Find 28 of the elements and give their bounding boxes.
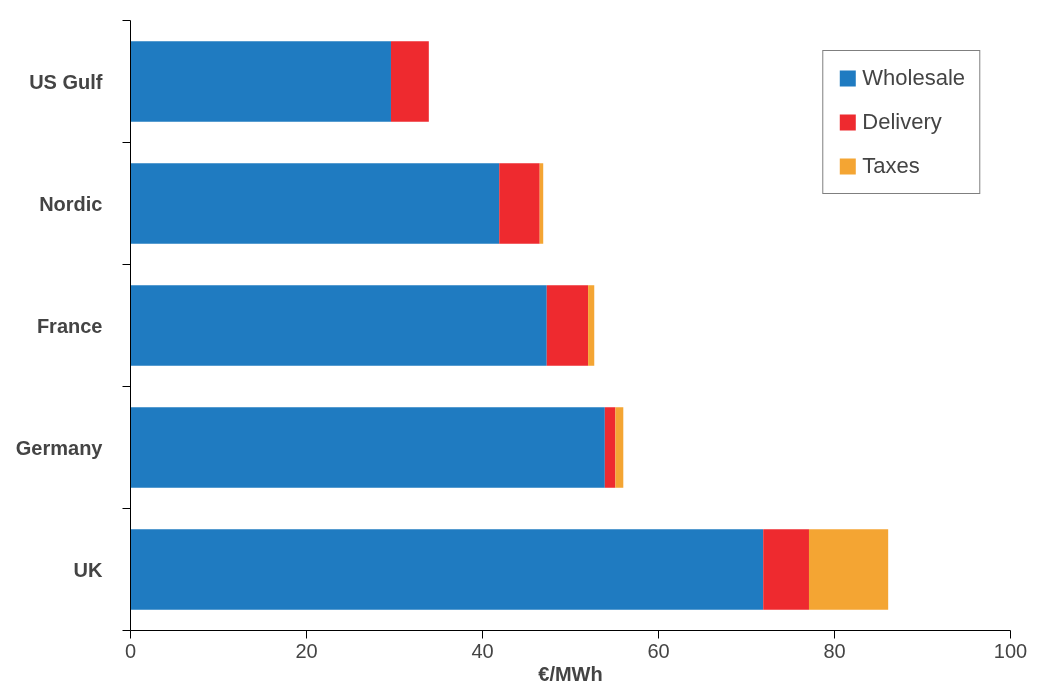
bar xyxy=(130,285,547,366)
x-tick-label: 40 xyxy=(471,639,494,662)
bar xyxy=(588,285,595,366)
x-axis-title: €/MWh xyxy=(538,662,603,685)
y-tick-label: France xyxy=(36,314,103,337)
legend-label: Delivery xyxy=(862,109,942,135)
x-tick-label: 20 xyxy=(295,639,318,662)
bar xyxy=(390,41,429,122)
bar xyxy=(130,41,391,122)
x-tick-label: 0 xyxy=(124,639,137,662)
bar xyxy=(763,529,809,610)
bar xyxy=(546,285,589,366)
y-tick-label: UK xyxy=(73,558,104,581)
bar xyxy=(808,529,889,610)
bar xyxy=(615,407,624,488)
y-tick-label: US Gulf xyxy=(29,70,103,93)
x-tick-label: 80 xyxy=(823,639,846,662)
legend-label: Wholesale xyxy=(862,65,965,91)
bar xyxy=(499,163,540,244)
x-tick-label: 60 xyxy=(647,639,670,662)
bar xyxy=(130,529,764,610)
y-tick-label: Germany xyxy=(15,436,104,459)
y-tick-label: Nordic xyxy=(39,192,103,215)
bar xyxy=(604,407,616,488)
bar xyxy=(130,163,500,244)
bar xyxy=(130,407,605,488)
x-tick-label: 100 xyxy=(993,639,1028,662)
legend-label: Taxes xyxy=(862,153,920,179)
